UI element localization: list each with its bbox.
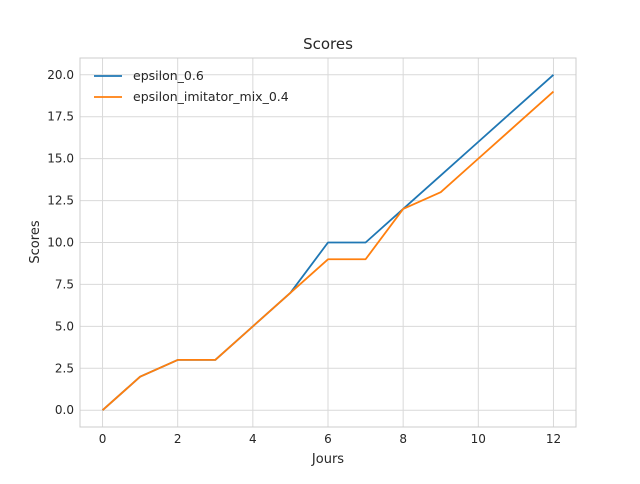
y-tick-label: 15.0 [47,152,74,166]
y-tick-label: 7.5 [55,277,74,291]
x-axis-label: Jours [311,452,344,467]
y-tick-label: 0.0 [55,403,74,417]
x-tick-label: 2 [174,432,182,446]
x-tick-label: 8 [399,432,407,446]
y-tick-label: 10.0 [47,236,74,250]
grid [80,58,576,427]
y-axis-ticks: 0.0 2.5 5.0 7.5 10.0 12.5 15.0 17.5 20.0 [47,68,74,417]
x-tick-label: 12 [546,432,561,446]
x-tick-label: 6 [324,432,332,446]
legend: epsilon_0.6 epsilon_imitator_mix_0.4 [94,68,289,104]
y-tick-label: 2.5 [55,361,74,375]
x-axis-ticks: 0 2 4 6 8 10 12 [99,432,561,446]
legend-label: epsilon_imitator_mix_0.4 [133,89,289,104]
x-tick-label: 0 [99,432,107,446]
y-tick-label: 20.0 [47,68,74,82]
x-tick-label: 4 [249,432,257,446]
plot-frame [79,57,577,428]
series-lines [101,74,555,411]
x-tick-label: 10 [471,432,486,446]
chart-title: Scores [303,35,353,53]
series-line-2 [101,90,555,411]
legend-label: epsilon_0.6 [133,68,204,83]
y-axis-label: Scores [28,220,43,263]
y-tick-label: 12.5 [47,194,74,208]
y-tick-label: 5.0 [55,319,74,333]
y-tick-label: 17.5 [47,110,74,124]
